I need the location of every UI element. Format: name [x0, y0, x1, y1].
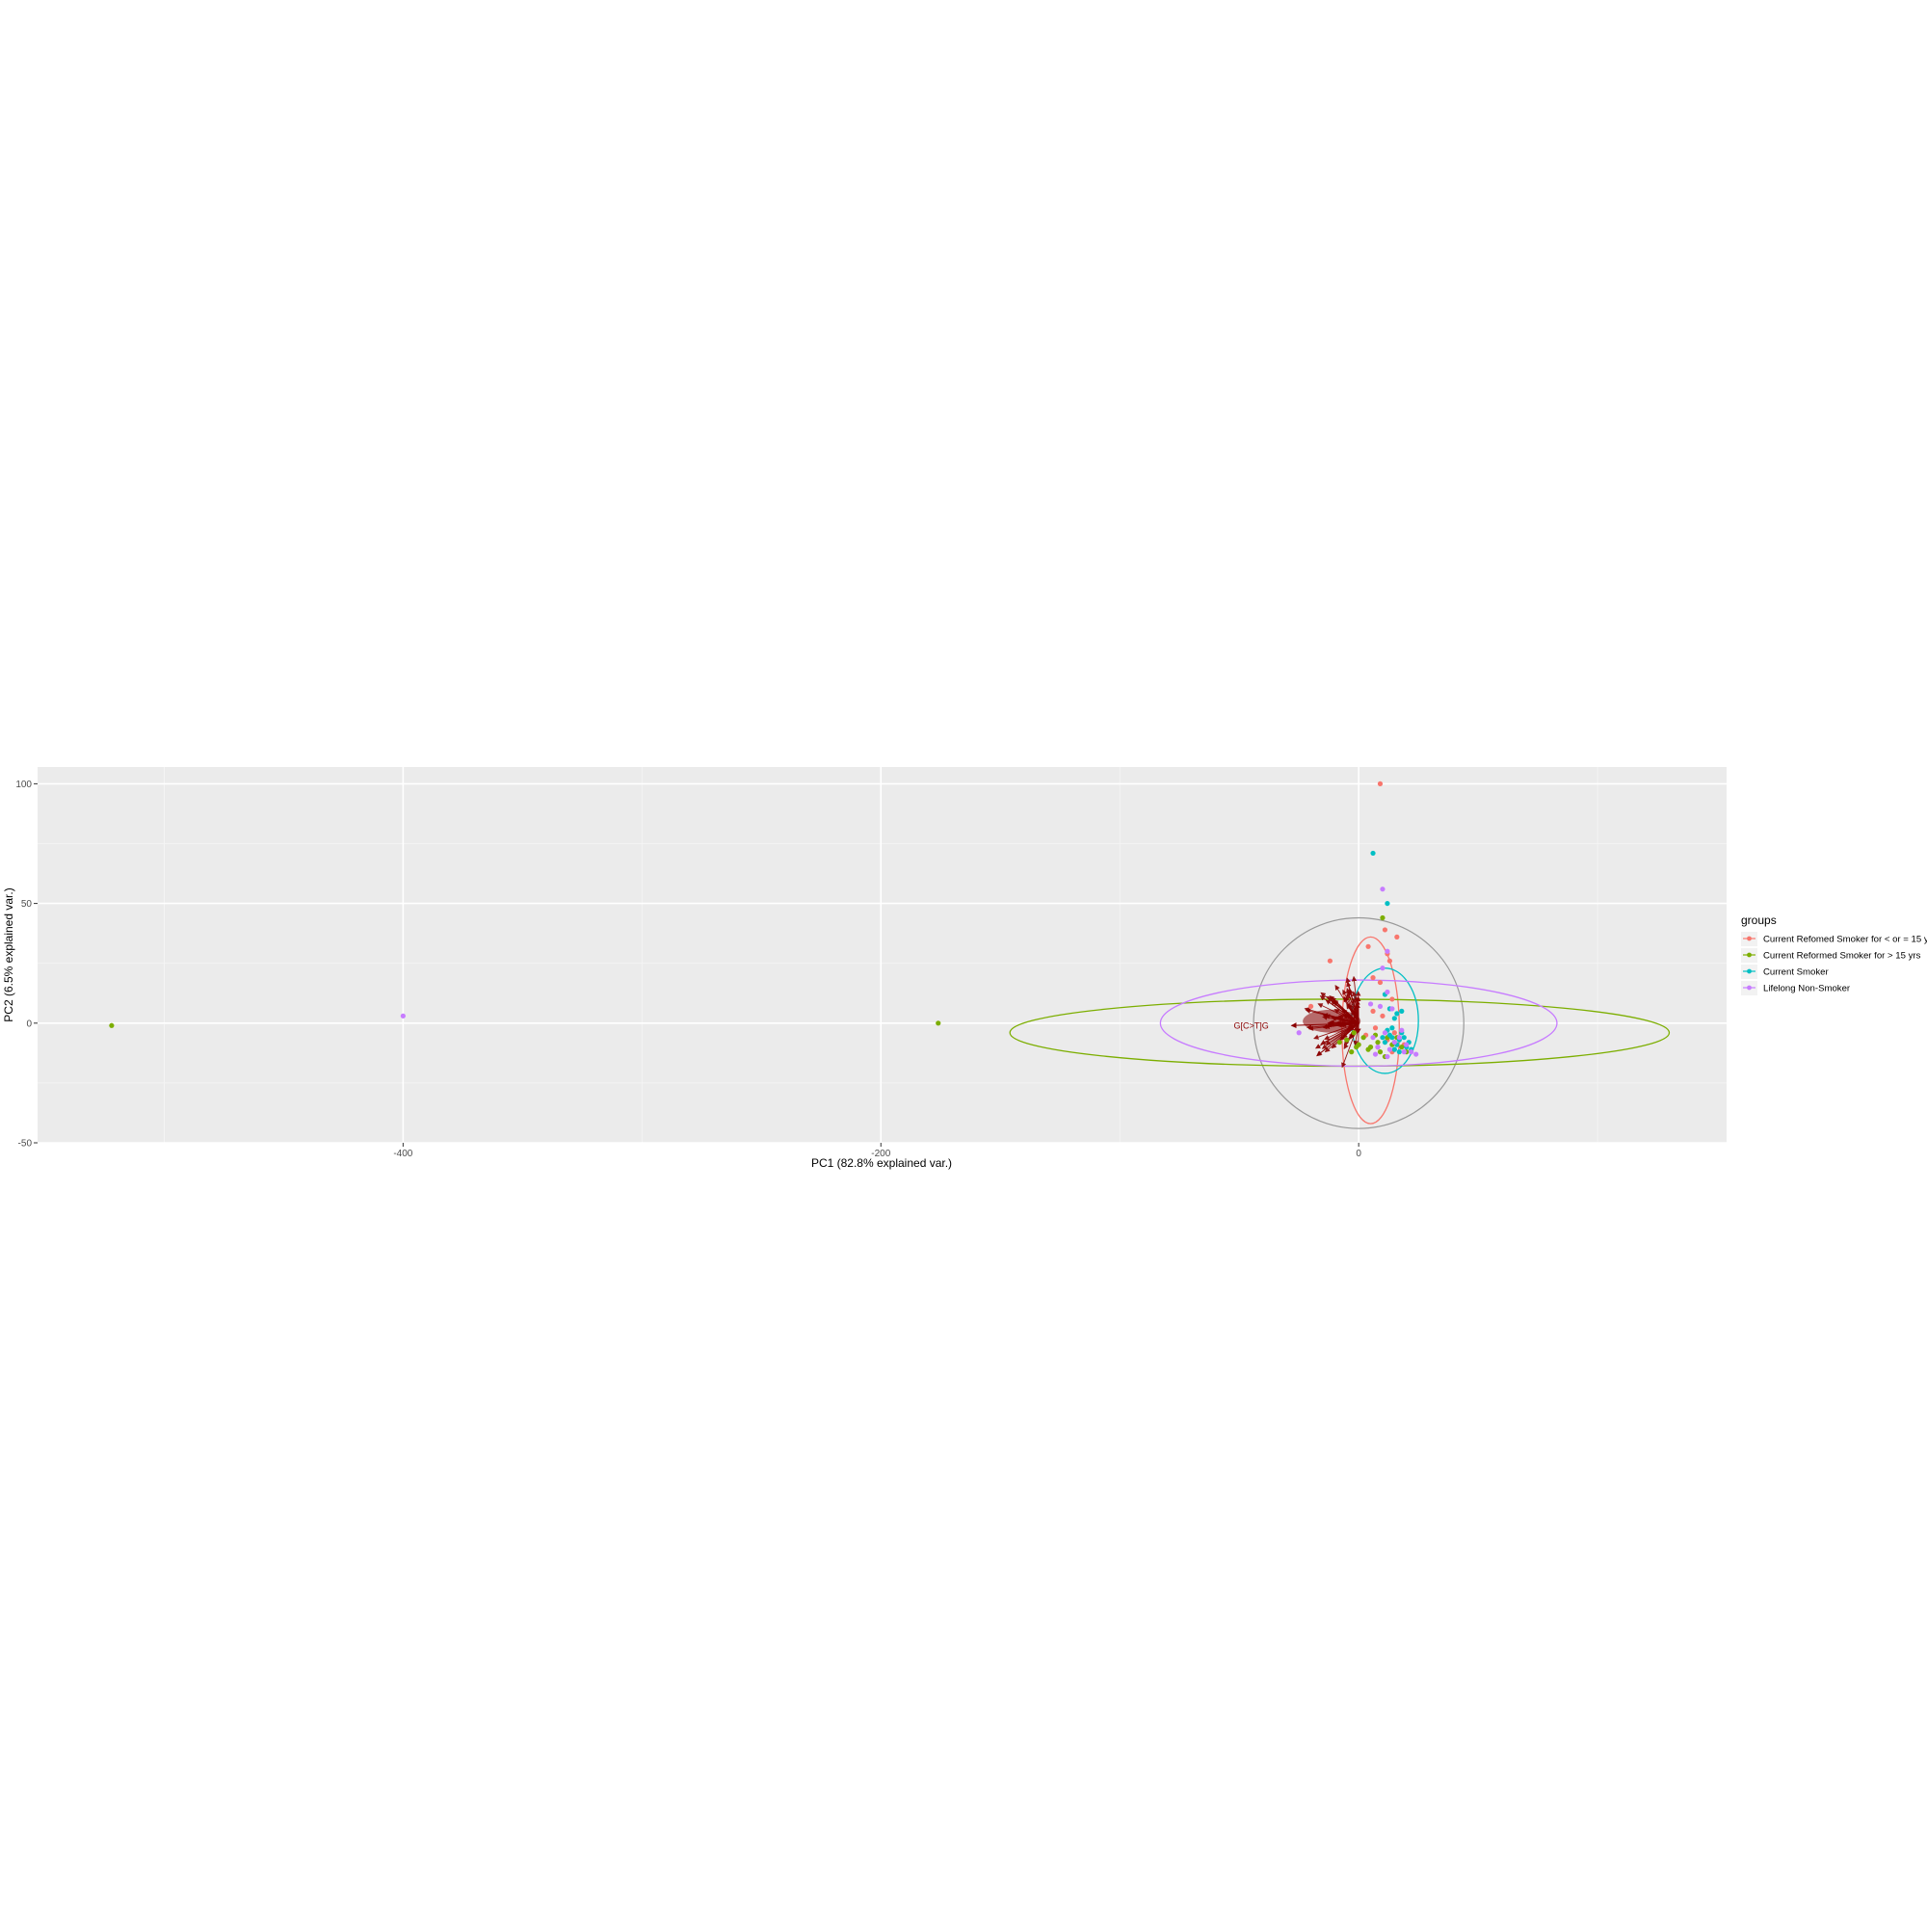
- y-tick-label: 100: [15, 780, 32, 790]
- data-point: [1389, 1006, 1394, 1011]
- y-axis-title: PC2 (6.5% explained var.): [2, 887, 15, 1021]
- data-point: [1380, 966, 1385, 970]
- data-point: [1308, 1004, 1313, 1009]
- data-point: [1373, 1051, 1378, 1056]
- data-point: [1399, 1009, 1404, 1014]
- legend-label: Current Refomed Smoker for < or = 15 yrs: [1763, 934, 1927, 944]
- data-point: [1378, 781, 1383, 786]
- data-point: [1378, 980, 1383, 985]
- data-point: [1337, 1040, 1342, 1045]
- data-point: [1392, 1040, 1397, 1045]
- data-point: [1380, 1014, 1385, 1019]
- data-point: [1387, 1047, 1392, 1052]
- y-tick-label: 0: [26, 1019, 32, 1029]
- data-point: [1397, 1035, 1402, 1040]
- data-point: [1385, 949, 1389, 954]
- data-point: [109, 1023, 114, 1028]
- x-tick-label: 0: [1356, 1149, 1361, 1159]
- legend-title: groups: [1741, 913, 1777, 927]
- loading-label: G[C>T]G: [1233, 1020, 1268, 1030]
- data-point: [1385, 1054, 1389, 1059]
- data-point: [1409, 1049, 1413, 1054]
- data-point: [1354, 1045, 1359, 1049]
- data-point: [1389, 996, 1394, 1001]
- data-point: [1387, 959, 1392, 964]
- legend-label: Lifelong Non-Smoker: [1763, 983, 1851, 993]
- data-point: [1389, 1025, 1394, 1030]
- data-point: [1365, 944, 1370, 949]
- legend-items: Current Refomed Smoker for < or = 15 yrs…: [1741, 932, 1927, 995]
- data-point: [1402, 1035, 1407, 1040]
- legend-label: Current Smoker: [1763, 966, 1830, 977]
- legend-label: Current Reformed Smoker for > 15 yrs: [1763, 950, 1921, 961]
- data-point: [1385, 990, 1389, 994]
- data-point: [1373, 1025, 1378, 1030]
- data-point: [1370, 851, 1375, 856]
- y-tick-label: -50: [18, 1139, 33, 1150]
- data-point: [1385, 901, 1389, 906]
- data-point: [1361, 1035, 1366, 1040]
- data-point: [1378, 1049, 1383, 1054]
- data-point: [1378, 1004, 1383, 1009]
- data-point: [1328, 959, 1333, 964]
- data-point: [1383, 927, 1387, 932]
- data-point: [1380, 1035, 1385, 1040]
- legend-key-point: [1747, 969, 1752, 974]
- data-point: [1383, 1040, 1387, 1045]
- data-point: [1394, 935, 1399, 940]
- data-point: [1375, 1040, 1380, 1045]
- data-point: [1349, 1049, 1354, 1054]
- data-point: [1375, 1045, 1380, 1049]
- x-tick-label: -400: [393, 1149, 412, 1159]
- data-point: [1387, 1033, 1392, 1038]
- legend: groups Current Refomed Smoker for < or =…: [1741, 913, 1927, 995]
- data-point: [1392, 1016, 1397, 1020]
- data-point: [1344, 1038, 1349, 1043]
- data-point: [936, 1020, 940, 1025]
- legend-key-point: [1747, 986, 1752, 991]
- data-point: [1370, 1009, 1375, 1014]
- data-point: [1380, 915, 1385, 920]
- data-point: [1352, 1030, 1357, 1035]
- data-point: [1368, 1001, 1373, 1006]
- loading-labels: G[C>T]G: [1233, 1020, 1268, 1030]
- y-tick-label: 50: [21, 899, 33, 910]
- data-point: [1413, 1051, 1418, 1056]
- data-point: [1399, 1045, 1404, 1049]
- data-point: [1370, 975, 1375, 980]
- data-point: [1392, 1047, 1397, 1052]
- data-point: [401, 1014, 406, 1019]
- data-point: [1394, 1011, 1399, 1016]
- legend-key-point: [1747, 953, 1752, 958]
- data-point: [1404, 1043, 1409, 1047]
- data-point: [1392, 1030, 1397, 1035]
- x-axis-title: PC1 (82.8% explained var.): [811, 1156, 952, 1170]
- data-point: [1365, 1047, 1370, 1052]
- data-point: [1380, 887, 1385, 891]
- data-point: [1399, 1028, 1404, 1033]
- data-point: [1370, 1035, 1375, 1040]
- legend-key-point: [1747, 937, 1752, 941]
- data-point: [1397, 1049, 1402, 1054]
- data-point: [1383, 1030, 1387, 1035]
- data-point: [1402, 1049, 1407, 1054]
- loading-cluster: [1303, 1010, 1360, 1033]
- data-point: [1297, 1030, 1302, 1035]
- panel-background: [38, 767, 1727, 1143]
